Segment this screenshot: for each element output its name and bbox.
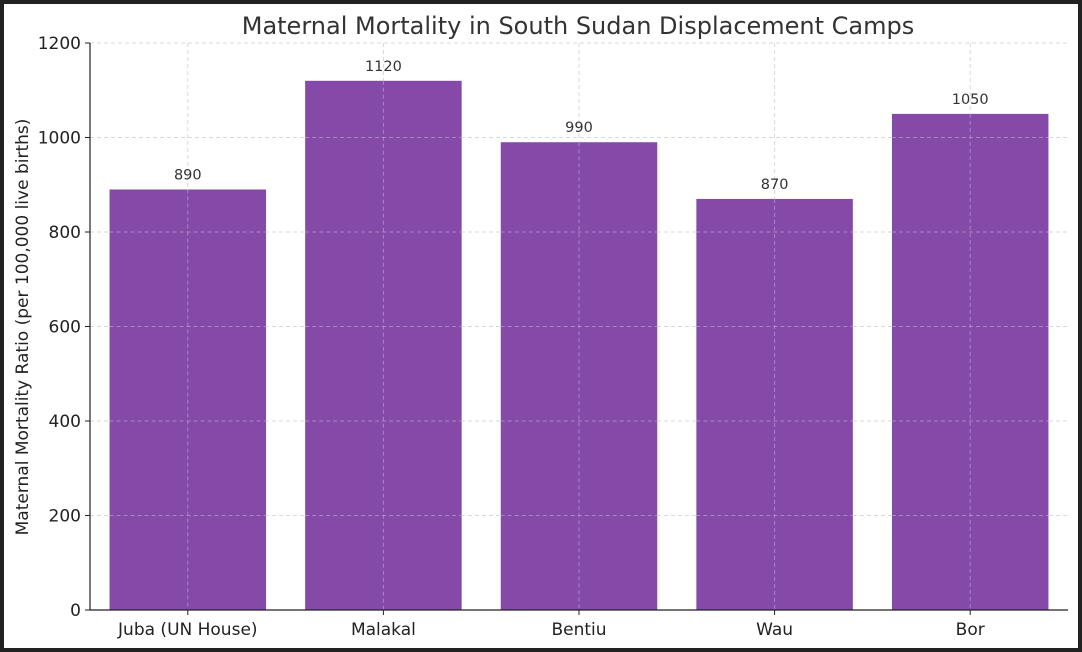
bar-chart: 0 200 400 600 800 1000 1200 Juba (UN House) Mala…	[13, 12, 1068, 640]
chart-frame: 0 200 400 600 800 1000 1200 Juba (UN House) Mala…	[4, 4, 1078, 648]
y-tick-label: 200	[49, 507, 81, 527]
chart-title: Maternal Mortality in South Sudan Displa…	[242, 12, 915, 40]
y-tick-label: 600	[49, 318, 81, 338]
y-tick-label: 400	[49, 412, 81, 432]
data-labels: 890 1120 990 870 1050	[174, 59, 989, 193]
bars	[109, 80, 1049, 611]
x-tick-label: Wau	[756, 620, 793, 640]
data-label: 1050	[952, 92, 989, 108]
y-tick-label: 1200	[38, 34, 81, 54]
y-tick-label: 1000	[38, 129, 81, 149]
x-tick-label: Bor	[956, 620, 985, 640]
x-tick-label: Juba (UN House)	[117, 620, 258, 640]
y-axis-title: Maternal Mortality Ratio (per 100,000 li…	[13, 119, 33, 536]
ticks: 0 200 400 600 800 1000 1200 Juba (UN House) Mala…	[38, 34, 985, 640]
data-label: 890	[174, 167, 202, 183]
x-tick-label: Bentiu	[551, 620, 606, 640]
data-label: 1120	[365, 59, 402, 75]
y-tick-label: 0	[70, 601, 81, 621]
y-tick-label: 800	[49, 223, 81, 243]
data-label: 870	[761, 177, 789, 193]
x-tick-label: Malakal	[351, 620, 416, 640]
data-label: 990	[565, 120, 593, 136]
